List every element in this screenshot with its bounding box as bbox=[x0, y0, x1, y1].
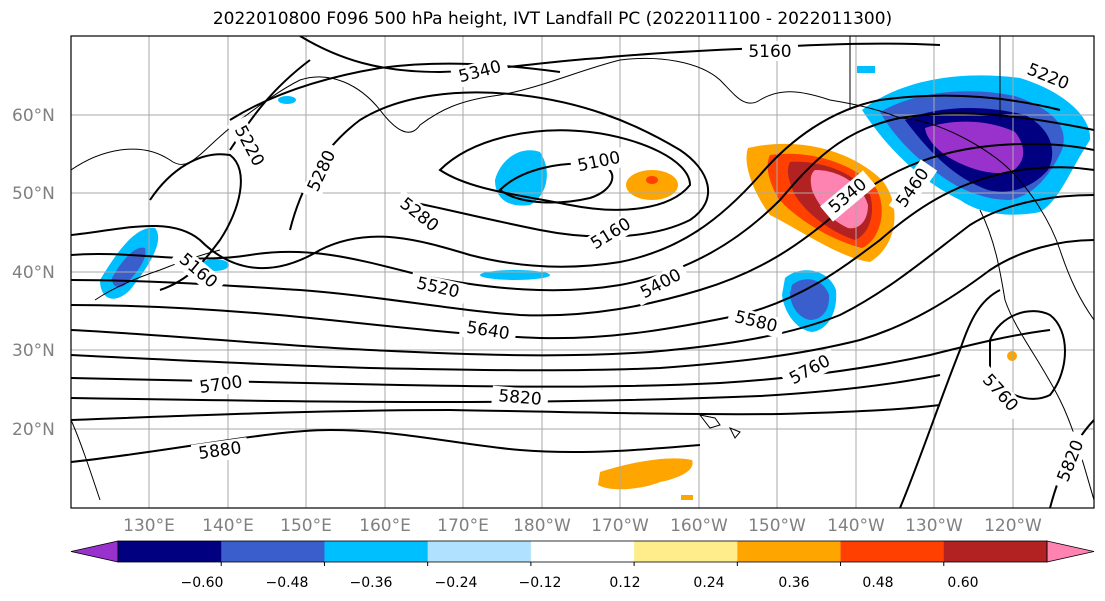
lon-label: 160°E bbox=[359, 516, 411, 536]
colorbar-segment bbox=[943, 541, 1048, 562]
contour-label: 5820 bbox=[1054, 437, 1089, 485]
colorbar-tick-label: 0.36 bbox=[778, 575, 809, 591]
lon-label: 180°W bbox=[513, 516, 571, 536]
map-title: 2022010800 F096 500 hPa height, IVT Land… bbox=[212, 9, 893, 29]
contour-line bbox=[71, 404, 941, 421]
colorbar-tick-label: 0.12 bbox=[609, 575, 640, 591]
contour-label: 5580 bbox=[733, 307, 780, 337]
contour-line bbox=[498, 162, 614, 204]
contour-label: 5700 bbox=[198, 372, 244, 398]
contour-label: 5160 bbox=[748, 42, 791, 62]
contour-line bbox=[71, 166, 1094, 340]
lon-label: 120°W bbox=[984, 516, 1042, 536]
lon-label: 130°W bbox=[905, 516, 963, 536]
lat-label: 20°N bbox=[12, 420, 55, 440]
colorbar-ticks: −0.60 −0.48 −0.36 −0.24 −0.12 0.12 0.24 … bbox=[181, 575, 979, 591]
positive-anomaly-region bbox=[681, 495, 693, 500]
colorbar-segment bbox=[634, 541, 738, 562]
lon-label: 170°W bbox=[591, 516, 649, 536]
lon-label: 140°E bbox=[202, 516, 254, 536]
contour-line bbox=[299, 36, 941, 74]
contour-line bbox=[71, 194, 1094, 357]
positive-anomaly-region bbox=[626, 170, 678, 200]
colorbar-segment bbox=[840, 541, 945, 562]
longitude-labels: 130°E 140°E 150°E 160°E 170°E 180°W 170°… bbox=[123, 516, 1042, 536]
contour-label: 5100 bbox=[576, 148, 622, 177]
colorbar-tick-label: −0.24 bbox=[435, 575, 478, 591]
positive-anomaly-region bbox=[598, 458, 693, 490]
contour-line bbox=[71, 239, 1094, 372]
colorbar-tick-label: 0.60 bbox=[947, 575, 978, 591]
lon-label: 140°W bbox=[827, 516, 885, 536]
contour-label: 5880 bbox=[197, 438, 243, 464]
lon-label: 150°E bbox=[280, 516, 332, 536]
colorbar-segment bbox=[530, 541, 635, 562]
lon-label: 170°E bbox=[437, 516, 489, 536]
contour-label: 5520 bbox=[415, 273, 462, 302]
colorbar-segment bbox=[221, 541, 325, 562]
colorbar-tick-label: 0.24 bbox=[693, 575, 724, 591]
contour-label: 5760 bbox=[786, 351, 834, 389]
lon-label: 150°W bbox=[748, 516, 806, 536]
contour-line bbox=[289, 91, 709, 238]
colorbar-tick-label: −0.60 bbox=[181, 575, 224, 591]
contour-line bbox=[438, 129, 692, 211]
lon-label: 160°W bbox=[670, 516, 728, 536]
contour-label: 5160 bbox=[587, 214, 634, 254]
contour-line bbox=[71, 329, 1051, 388]
colorbar-tick-label: −0.12 bbox=[519, 575, 562, 591]
contour-line bbox=[71, 94, 1061, 270]
contour-label: 5640 bbox=[465, 318, 511, 345]
lat-label: 30°N bbox=[12, 341, 55, 361]
colorbar-segment bbox=[118, 541, 222, 562]
colorbar-outline bbox=[117, 540, 1048, 563]
colorbar-extend-min bbox=[70, 540, 119, 563]
colorbar-segment bbox=[324, 541, 429, 562]
lon-label: 130°E bbox=[123, 516, 175, 536]
contour-line bbox=[899, 289, 1001, 508]
colorbar-segment bbox=[427, 541, 532, 562]
colorbar-segment bbox=[737, 541, 842, 562]
positive-anomaly-region bbox=[646, 176, 658, 184]
negative-anomaly-region bbox=[495, 150, 547, 206]
map-frame bbox=[70, 35, 1095, 509]
lat-label: 40°N bbox=[12, 263, 55, 283]
negative-anomaly-region bbox=[112, 247, 146, 288]
lat-label: 60°N bbox=[12, 106, 55, 126]
lat-label: 50°N bbox=[12, 184, 55, 204]
colorbar-tick-label: −0.36 bbox=[350, 575, 393, 591]
contour-label: 5340 bbox=[457, 57, 504, 88]
positive-anomaly-region bbox=[1007, 351, 1017, 361]
colorbar-tick-label: 0.48 bbox=[862, 575, 893, 591]
contour-label: 5820 bbox=[498, 386, 543, 410]
contour-label: 5280 bbox=[304, 147, 340, 195]
colorbar-tick-label: −0.48 bbox=[266, 575, 309, 591]
negative-anomaly-region bbox=[790, 279, 830, 320]
colorbar-extend-max bbox=[1046, 540, 1095, 563]
negative-anomaly-region bbox=[278, 96, 296, 104]
coastlines bbox=[71, 36, 1094, 501]
colorbar bbox=[70, 540, 1095, 566]
contour-line bbox=[71, 374, 941, 404]
latitude-labels: 60°N 50°N 40°N 30°N 20°N bbox=[12, 106, 55, 440]
contour-line bbox=[71, 142, 1094, 317]
negative-anomaly-region bbox=[857, 66, 875, 73]
contour-line bbox=[71, 112, 1094, 292]
